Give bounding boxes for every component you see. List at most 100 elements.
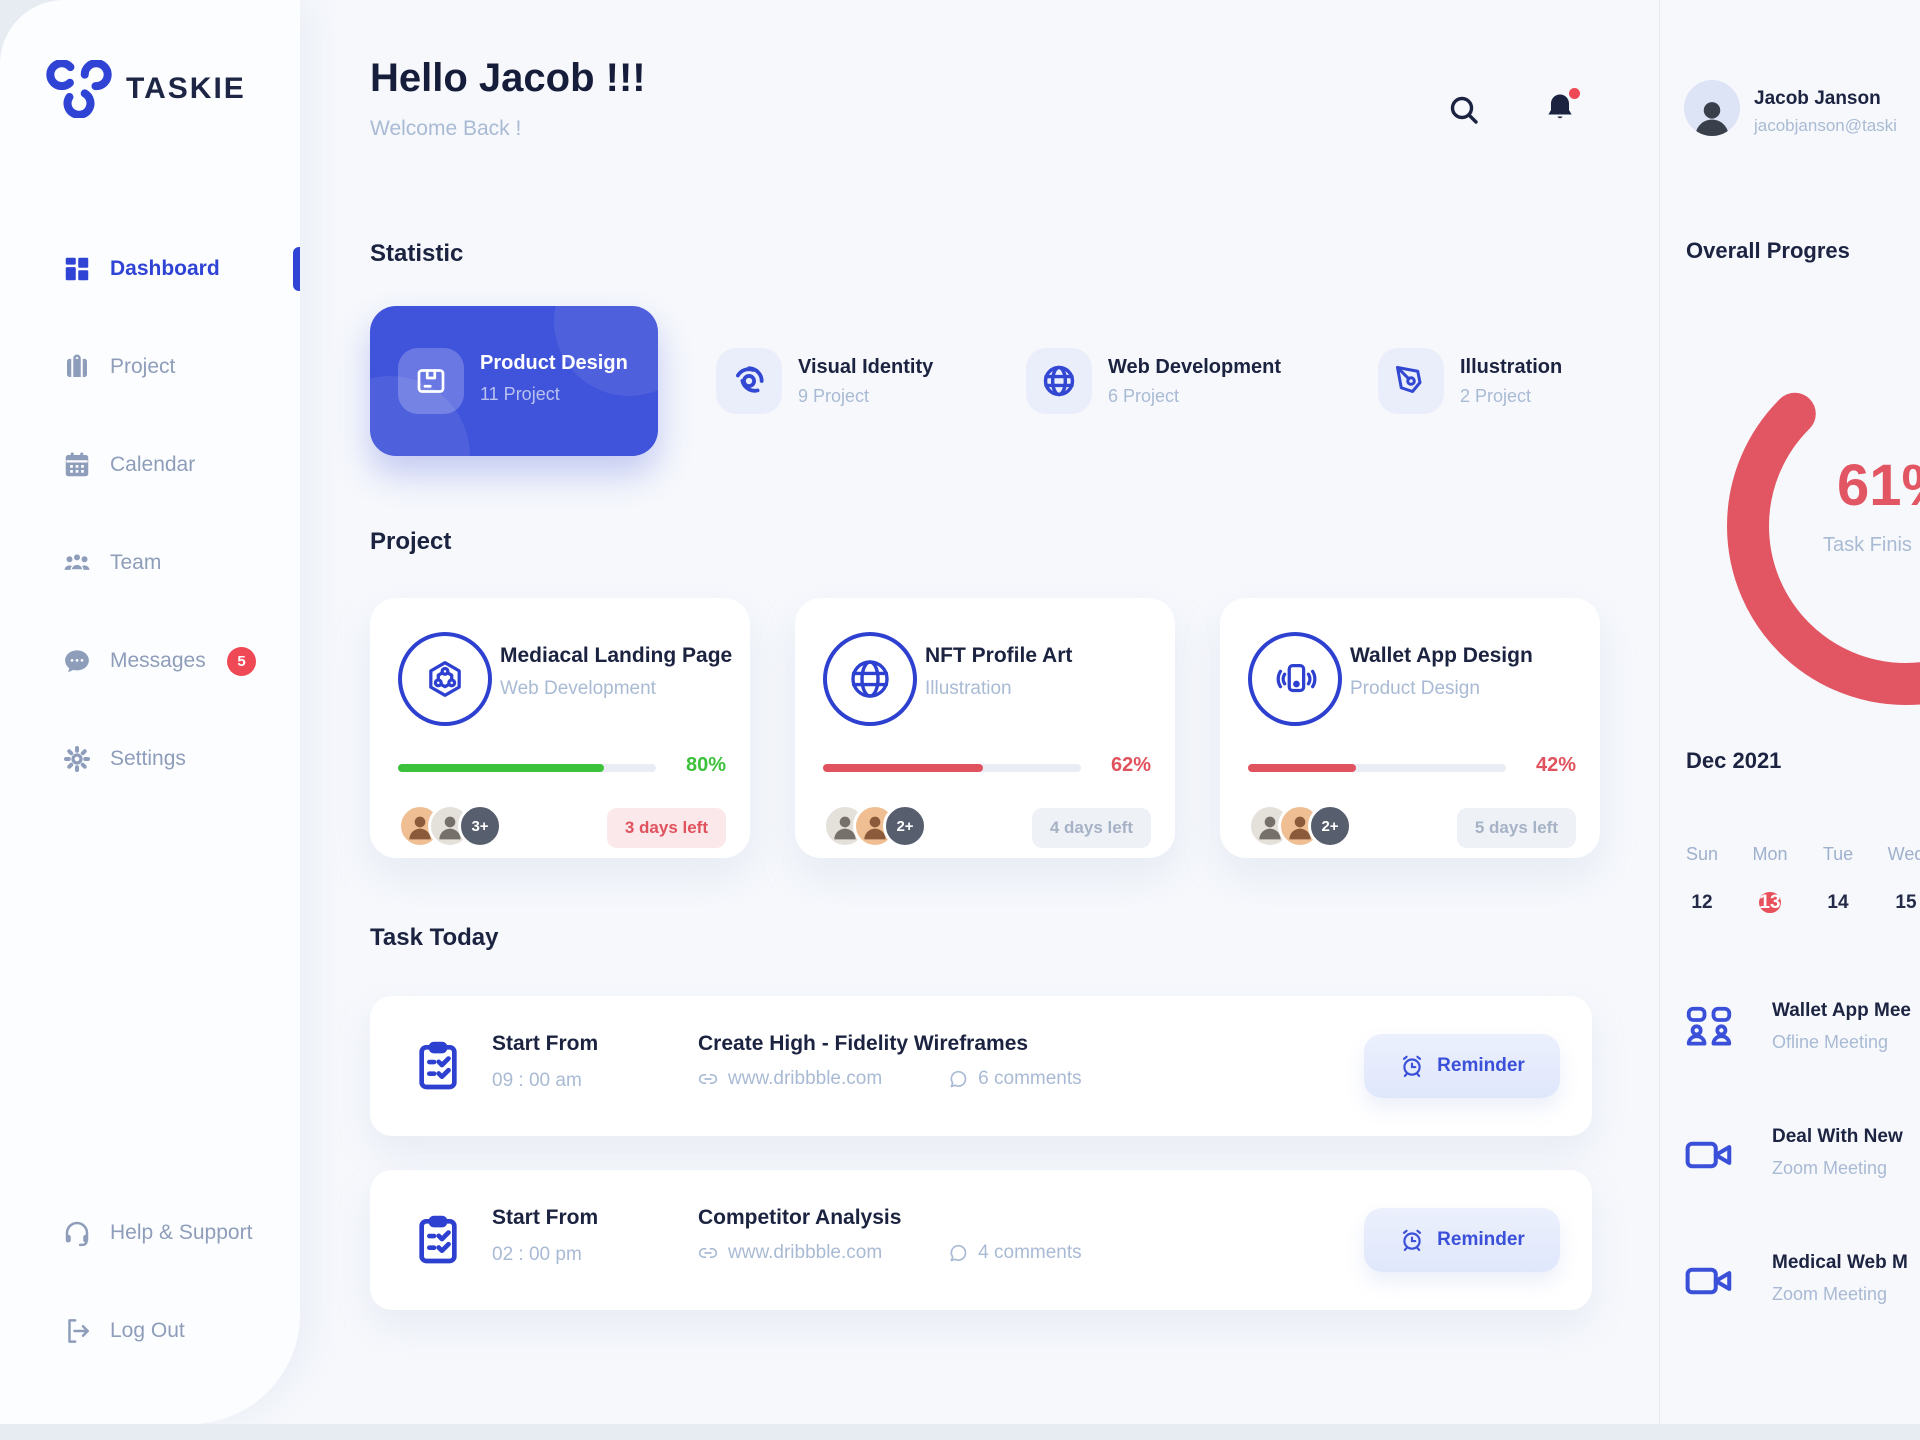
package-icon (398, 348, 464, 414)
stat-card-count: 9 Project (798, 385, 870, 406)
task-name: Create High - Fidelity Wireframes (698, 1032, 1029, 1055)
task-row[interactable]: Start From 09 : 00 am Create High - Fide… (370, 996, 1592, 1136)
page-title: Hello Jacob !!! (370, 56, 646, 100)
days-left-badge: 3 days left (606, 808, 726, 848)
calendar-date[interactable]: 15 (1895, 892, 1917, 913)
stat-card-web-development[interactable]: Web Development 6 Project (1026, 348, 1281, 414)
notification-bell-icon[interactable] (1542, 88, 1580, 126)
sidebar-item-project[interactable]: Project (0, 343, 300, 391)
avatar-extra-count: 2+ (883, 804, 927, 848)
calendar-icon (62, 450, 92, 480)
project-card[interactable]: Mediacal Landing Page Web Development 80… (370, 598, 750, 858)
weekday-label: Tue (1822, 844, 1854, 864)
sidebar-item-help-support[interactable]: Help & Support (0, 1209, 300, 1257)
meeting-name: Medical Web M (1772, 1252, 1908, 1273)
stat-card-label: Visual Identity (798, 355, 934, 378)
calendar-date-selected[interactable]: 13 (1759, 892, 1781, 913)
hexagon-node-icon (398, 632, 492, 726)
messages-badge: 5 (227, 647, 256, 676)
overall-progress-title: Overall Progres (1686, 238, 1850, 263)
stat-card-illustration[interactable]: Illustration 2 Project (1378, 348, 1562, 414)
project-card[interactable]: NFT Profile Art Illustration 62% 2+ 4 da… (795, 598, 1175, 858)
avatar-extra-count: 2+ (1308, 804, 1352, 848)
task-comments[interactable]: 6 comments (978, 1068, 1082, 1089)
stat-card-visual-identity[interactable]: Visual Identity 9 Project (716, 348, 933, 414)
profile-name: Jacob Janson (1754, 88, 1881, 109)
sidebar-item-label: Help & Support (110, 1221, 253, 1244)
meeting-type: Zoom Meeting (1772, 1158, 1888, 1178)
calendar-date-row: 12 13 14 15 (1668, 884, 1920, 922)
calendar-date[interactable]: 14 (1827, 892, 1849, 913)
sidebar-item-label: Log Out (110, 1319, 185, 1342)
calendar-weekday-row: Sun Mon Tue Wed (1668, 844, 1920, 865)
comment-icon (948, 1243, 968, 1263)
logo-icon (46, 60, 112, 118)
days-left-badge: 5 days left (1456, 808, 1576, 848)
stat-card-product-design[interactable]: Product Design 11 Project (370, 306, 658, 456)
sidebar-footer: Help & Support Log Out (0, 1209, 300, 1405)
progress-fill (1248, 764, 1357, 772)
meeting-item[interactable]: Deal With New Zoom Meeting (1660, 1122, 1920, 1192)
progress-fill (398, 764, 605, 772)
project-name: Mediacal Landing Page (500, 644, 733, 667)
stat-card-count: 6 Project (1108, 385, 1180, 406)
sidebar-item-team[interactable]: Team (0, 539, 300, 587)
right-panel: Jacob Janson jacobjanson@taski Overall P… (1659, 0, 1920, 1424)
alarm-clock-icon (1399, 1053, 1425, 1079)
meeting-item[interactable]: Wallet App Mee Ofline Meeting (1660, 996, 1920, 1066)
active-indicator (293, 247, 300, 291)
pen-tool-icon (1378, 348, 1444, 414)
search-icon[interactable] (1446, 92, 1482, 128)
clipboard-check-icon (410, 1212, 466, 1268)
task-link[interactable]: www.dribbble.com (728, 1068, 883, 1089)
sidebar-item-calendar[interactable]: Calendar (0, 441, 300, 489)
gear-icon (62, 744, 92, 774)
reminder-button[interactable]: Reminder (1364, 1034, 1560, 1098)
overall-progress-caption: Task Finis (1823, 534, 1912, 556)
meeting-type: Zoom Meeting (1772, 1284, 1888, 1304)
project-section-title: Project (370, 528, 452, 555)
phone-vibrate-icon (1248, 632, 1342, 726)
project-card[interactable]: Wallet App Design Product Design 42% 2+ … (1220, 598, 1600, 858)
reminder-label: Reminder (1437, 1055, 1525, 1076)
alarm-clock-icon (1399, 1227, 1425, 1253)
calendar-month-title: Dec 2021 (1686, 748, 1782, 773)
meeting-type: Ofline Meeting (1772, 1032, 1889, 1052)
task-meta: www.dribbble.com 4 comments (698, 1242, 1082, 1264)
task-row[interactable]: Start From 02 : 00 pm Competitor Analysi… (370, 1170, 1592, 1310)
comment-icon (948, 1069, 968, 1089)
stat-card-count: 2 Project (1460, 385, 1532, 406)
task-comments[interactable]: 4 comments (978, 1242, 1082, 1263)
sidebar-item-dashboard[interactable]: Dashboard (0, 245, 300, 293)
weekday-label: Sun (1685, 844, 1719, 864)
dashboard-icon (62, 254, 92, 284)
task-link[interactable]: www.dribbble.com (728, 1242, 883, 1263)
stat-card-label: Product Design (480, 352, 628, 374)
sidebar-item-settings[interactable]: Settings (0, 735, 300, 783)
progress-percent: 62% (1110, 754, 1151, 776)
task-start-label: Start From (492, 1206, 599, 1229)
weekday-label: Mon (1752, 844, 1788, 864)
calendar-date[interactable]: 12 (1691, 892, 1713, 913)
sidebar-item-messages[interactable]: Messages 5 (0, 637, 300, 685)
sidebar-item-label: Project (110, 355, 176, 378)
clipboard-check-icon (410, 1038, 466, 1094)
project-category: Product Design (1350, 678, 1480, 699)
greeting-block: Hello Jacob !!! Welcome Back ! (370, 56, 646, 141)
reminder-button[interactable]: Reminder (1364, 1208, 1560, 1272)
days-left-badge: 4 days left (1031, 808, 1151, 848)
main-content: Hello Jacob !!! Welcome Back ! Statistic (300, 0, 1660, 1424)
statistic-section-title: Statistic (370, 240, 464, 267)
people-icon (1682, 1002, 1736, 1056)
overall-progress-percent: 61% (1837, 453, 1920, 518)
progress-percent: 42% (1535, 754, 1576, 776)
meeting-item[interactable]: Medical Web M Zoom Meeting (1660, 1248, 1920, 1318)
link-icon (698, 1243, 718, 1263)
task-time: 02 : 00 pm (492, 1244, 582, 1265)
task-time: 09 : 00 am (492, 1070, 582, 1091)
project-category: Web Development (500, 678, 656, 699)
member-avatars: 2+ (823, 804, 927, 848)
sidebar-item-logout[interactable]: Log Out (0, 1307, 300, 1355)
avatar[interactable] (1684, 80, 1740, 136)
progress-fill (823, 764, 983, 772)
